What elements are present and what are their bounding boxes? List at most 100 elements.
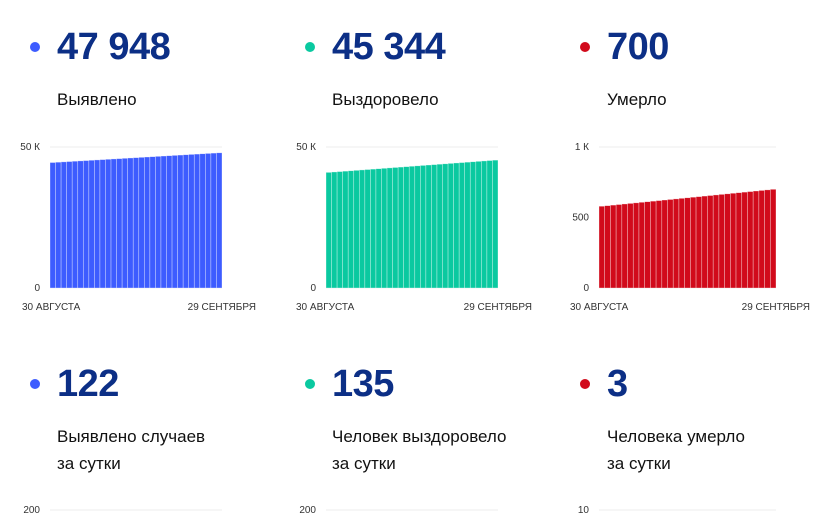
- bar: [735, 192, 743, 289]
- bar: [610, 204, 617, 289]
- bar: [684, 197, 691, 289]
- stat-label: Человека умерло: [607, 427, 745, 446]
- bar: [764, 189, 771, 289]
- bar: [436, 163, 443, 289]
- bar: [342, 170, 349, 289]
- bar: [741, 191, 748, 289]
- bar: [615, 204, 623, 289]
- legend-dot-icon: [580, 42, 590, 52]
- bar: [458, 162, 466, 289]
- y-tick-label: 0: [310, 283, 316, 294]
- bar: [82, 160, 90, 289]
- bar: [644, 201, 651, 289]
- bar: [769, 189, 777, 289]
- legend-dot-icon: [30, 379, 40, 389]
- bar: [758, 190, 765, 289]
- bar: [403, 166, 410, 289]
- bar: [381, 167, 388, 289]
- stat-value: 700: [607, 26, 669, 68]
- bar: [397, 166, 404, 289]
- bar: [177, 154, 184, 289]
- bar: [88, 159, 95, 289]
- bar: [205, 153, 212, 289]
- bar: [336, 171, 343, 289]
- y-tick-label: 50 К: [20, 142, 40, 153]
- legend-dot-icon: [30, 42, 40, 52]
- bar: [431, 164, 438, 289]
- bar: [638, 201, 645, 289]
- bar: [481, 160, 488, 289]
- bar: [121, 157, 128, 289]
- bar: [661, 199, 668, 289]
- bar: [49, 162, 56, 289]
- bar: [132, 157, 140, 289]
- bar: [672, 198, 680, 289]
- x-tick-label: 30 АВГУСТА: [22, 302, 81, 313]
- bar: [110, 158, 117, 289]
- bar: [469, 161, 477, 289]
- bar: [149, 156, 156, 289]
- y-tick-label: 1 К: [575, 142, 589, 153]
- bar: [408, 165, 416, 289]
- bar: [447, 163, 454, 289]
- stat-label-2: за сутки: [607, 454, 671, 473]
- stat-label-2: за сутки: [57, 454, 121, 473]
- bar: [678, 198, 685, 289]
- bar: [171, 155, 178, 289]
- bar: [667, 199, 674, 289]
- bar: [331, 171, 338, 289]
- bar: [453, 162, 460, 289]
- bar: [730, 192, 737, 289]
- bar: [116, 158, 123, 289]
- bar: [386, 167, 393, 289]
- bar: [325, 172, 332, 289]
- bar: [364, 169, 371, 289]
- bar: [99, 159, 106, 289]
- bar: [690, 196, 697, 289]
- bar: [193, 153, 201, 289]
- bar: [442, 163, 449, 289]
- bar: [752, 190, 760, 289]
- bar: [353, 170, 360, 289]
- bar: [60, 161, 67, 289]
- bar: [182, 154, 190, 289]
- bar: [464, 161, 471, 289]
- x-tick-label: 29 СЕНТЯБРЯ: [188, 302, 256, 313]
- bar: [94, 159, 101, 289]
- bar: [375, 168, 382, 289]
- bar: [216, 152, 223, 289]
- bar: [160, 155, 167, 289]
- bar: [358, 169, 366, 289]
- bar: [632, 202, 640, 289]
- bar: [604, 205, 611, 289]
- stat-label: Выявлено случаев: [57, 427, 206, 446]
- bar: [650, 200, 657, 289]
- bar: [718, 194, 725, 289]
- stat-label: Выявлено: [57, 90, 137, 109]
- bar: [598, 205, 606, 289]
- bar: [695, 196, 703, 289]
- bar: [492, 159, 499, 289]
- x-tick-label: 29 СЕНТЯБРЯ: [742, 302, 810, 313]
- x-tick-label: 30 АВГУСТА: [296, 302, 355, 313]
- bar: [707, 195, 714, 289]
- bar: [712, 194, 720, 289]
- bar: [347, 170, 355, 289]
- bar: [701, 195, 708, 289]
- bar: [747, 191, 754, 289]
- y-tick-label: 50 К: [296, 142, 316, 153]
- bar: [166, 155, 173, 289]
- y-tick-label: 10: [578, 505, 590, 516]
- stat-value: 122: [57, 363, 119, 405]
- stat-value: 45 344: [332, 26, 446, 68]
- bar: [370, 168, 377, 289]
- y-tick-label: 0: [583, 283, 589, 294]
- y-tick-label: 200: [299, 505, 316, 516]
- bar: [127, 157, 134, 289]
- y-tick-label: 500: [572, 213, 589, 224]
- bar: [210, 152, 217, 289]
- stat-value: 3: [607, 363, 628, 405]
- bar: [486, 160, 493, 289]
- y-tick-label: 0: [34, 283, 40, 294]
- bar: [724, 193, 731, 289]
